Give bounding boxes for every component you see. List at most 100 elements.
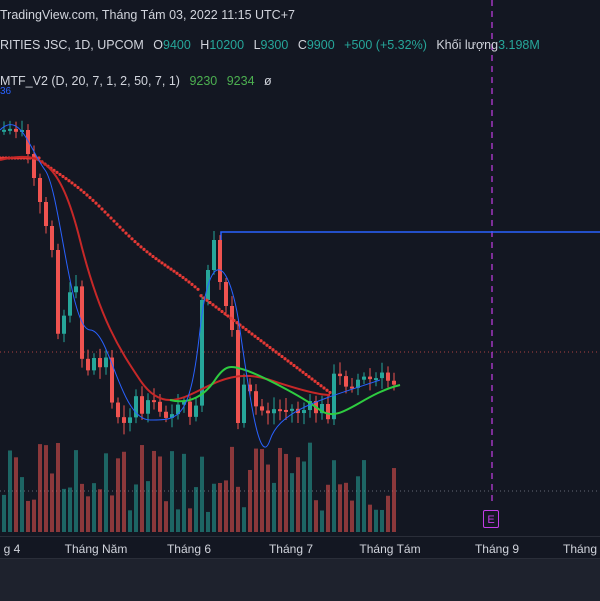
candle-body xyxy=(2,129,6,132)
candle-body xyxy=(212,240,216,270)
candle-body xyxy=(38,178,42,202)
volume-bar xyxy=(338,484,342,532)
ma-dot xyxy=(76,185,80,190)
candle-body xyxy=(302,410,306,414)
candle-body xyxy=(260,406,264,411)
volume-bar xyxy=(350,500,354,532)
ma-dot xyxy=(313,379,317,383)
ma-dot xyxy=(79,188,83,192)
ma-dot xyxy=(229,316,233,320)
ma-dot xyxy=(259,339,263,343)
time-axis[interactable]: g 4 Tháng Năm Tháng 6 Tháng 7 Tháng Tám … xyxy=(0,536,600,559)
change-value: +500 (+5.32%) xyxy=(344,38,427,52)
drawn-line xyxy=(220,231,600,282)
candle-body xyxy=(374,378,378,381)
symbol-label[interactable]: RITIES JSC, 1D, UPCOM xyxy=(0,38,144,52)
volume-bar xyxy=(26,500,30,532)
ohlc-legend: RITIES JSC, 1D, UPCOM O9400 H10200 L9300… xyxy=(0,38,540,52)
ma-line xyxy=(0,155,331,401)
candle-body xyxy=(344,376,348,387)
candle-body xyxy=(68,292,72,316)
chart-area[interactable] xyxy=(0,0,600,540)
ma-dot xyxy=(172,269,176,273)
ma-dot xyxy=(262,341,266,345)
volume-bar xyxy=(344,482,348,532)
ma-dot xyxy=(241,325,245,329)
ma-dot xyxy=(268,345,272,350)
ma-dot xyxy=(199,294,203,298)
indicator-value-1: 9230 xyxy=(189,74,218,88)
ma-dot xyxy=(106,213,110,217)
xtick-label: Tháng 7 xyxy=(268,542,314,556)
ma-dot xyxy=(109,216,113,220)
candle-body xyxy=(278,409,282,412)
volume-bar xyxy=(266,464,270,532)
signal-line xyxy=(169,366,401,416)
candle-body xyxy=(158,401,162,412)
indicator-legend[interactable]: MTF_V2 (D, 20, 7, 1, 2, 50, 7, 1) 9230 9… xyxy=(0,74,272,88)
volume-bar xyxy=(116,458,120,532)
ma-dot xyxy=(271,348,275,352)
volume-bar xyxy=(122,451,126,532)
candle-body xyxy=(122,417,126,423)
ma-dot xyxy=(73,183,77,187)
candle-body xyxy=(44,202,48,226)
ma-dot xyxy=(253,334,257,338)
ma-dot xyxy=(139,245,143,249)
ma-dot xyxy=(295,366,299,370)
ma-dot xyxy=(217,307,221,311)
volume-bar xyxy=(314,500,318,532)
xtick-label: Tháng 9 xyxy=(474,542,520,556)
volume-label: Khối lượng xyxy=(436,38,499,52)
ma-dot xyxy=(205,298,209,302)
xtick-label: Tháng Tám xyxy=(359,542,421,556)
earnings-event-icon[interactable]: E xyxy=(483,510,499,528)
ma-dot xyxy=(307,375,311,379)
volume-bar xyxy=(302,461,306,532)
volume-bar xyxy=(182,453,186,532)
ma-dot xyxy=(130,237,134,241)
candle-body xyxy=(308,401,312,411)
candle-body xyxy=(218,240,222,282)
candle-body xyxy=(86,358,90,371)
ma-dot xyxy=(274,350,278,354)
bottom-pane[interactable] xyxy=(0,558,600,601)
candle-body xyxy=(104,357,108,368)
volume-bar xyxy=(332,460,336,532)
volume-bar xyxy=(194,487,198,532)
ma-dot xyxy=(160,261,164,265)
price-chart[interactable] xyxy=(0,0,600,540)
candle-body xyxy=(74,286,78,293)
volume-bar xyxy=(188,508,192,532)
ma-dot xyxy=(283,357,287,361)
indicator-name[interactable]: MTF_V2 (D, 20, 7, 1, 2, 50, 7, 1) xyxy=(0,74,180,88)
xtick-label: g 4 xyxy=(3,542,21,556)
ma-dot xyxy=(148,252,152,256)
ma-dot xyxy=(223,312,227,316)
ma-dot xyxy=(103,210,107,214)
xtick-label: Tháng Năm xyxy=(64,542,128,556)
ma-dot xyxy=(289,361,293,365)
candle-body xyxy=(362,376,366,380)
ma-dot xyxy=(85,193,89,197)
ma-dot xyxy=(55,170,59,174)
candle-body xyxy=(386,372,390,381)
candle-body xyxy=(26,130,30,154)
ma-dot xyxy=(193,285,197,289)
volume-bar xyxy=(92,483,96,532)
ma-dot xyxy=(256,336,260,341)
ma-dot xyxy=(328,390,332,395)
volume-bar xyxy=(146,481,150,532)
low-label: L xyxy=(253,38,261,52)
ma-dot xyxy=(319,384,323,388)
candle-body xyxy=(392,380,396,385)
volume-bar xyxy=(230,446,234,532)
ma-dot xyxy=(301,370,305,374)
ma-dot xyxy=(82,190,86,195)
volume-bar xyxy=(140,445,144,532)
ma-dot xyxy=(136,242,140,246)
candle-body xyxy=(140,396,144,414)
ma-dot xyxy=(211,303,215,307)
candle-body xyxy=(116,402,120,418)
volume-bar xyxy=(32,499,36,532)
